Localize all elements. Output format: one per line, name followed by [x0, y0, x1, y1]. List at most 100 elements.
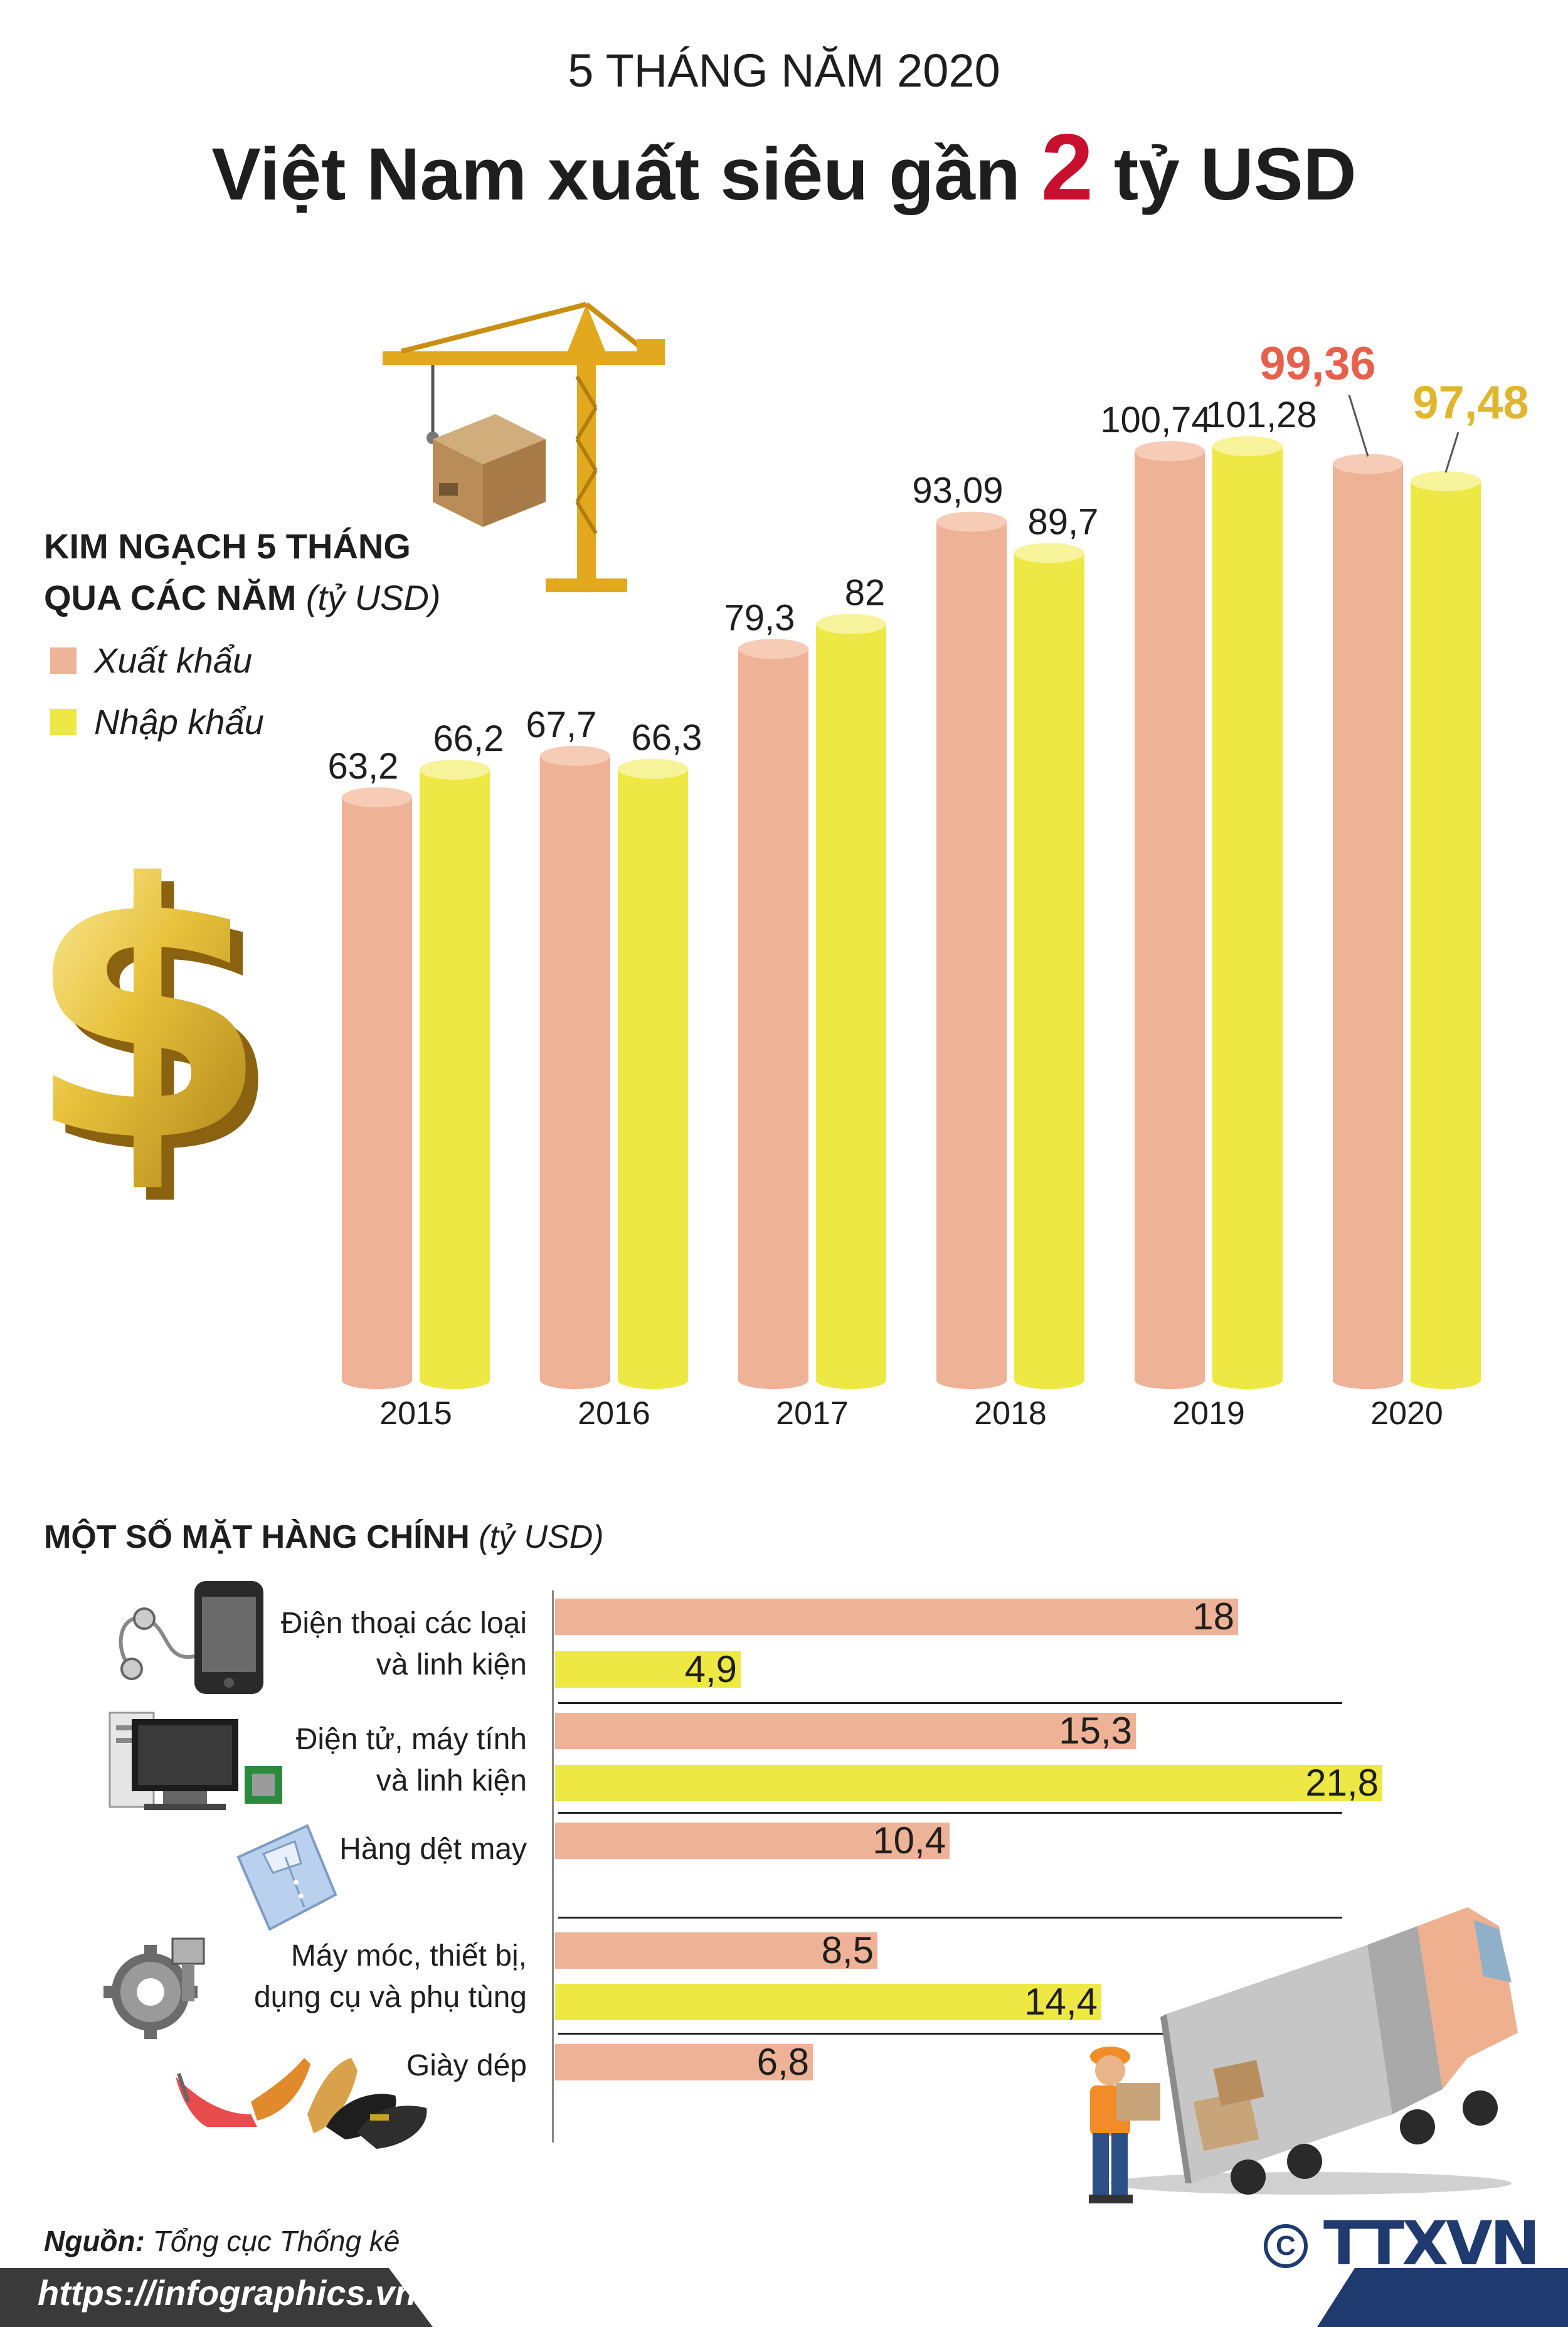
import-bar-2019	[1212, 446, 1283, 1380]
import-bar-base-2020	[1411, 1371, 1481, 1389]
year-label-2017: 2017	[776, 1395, 849, 1432]
import-bar-2020	[1411, 481, 1481, 1381]
export-bar-2016	[540, 755, 610, 1380]
export-bar-2020	[1333, 464, 1403, 1381]
import-hbar-3: 14,4	[555, 1983, 1101, 2021]
export-hbar-1: 15,3	[555, 1710, 1136, 1752]
import-bar-cap-2016	[618, 759, 688, 779]
import-bar-2015	[420, 769, 490, 1380]
separator-line	[558, 1917, 1342, 1919]
export-bar-cap-2017	[738, 639, 808, 659]
dollar-icon: $ $	[25, 810, 282, 1232]
separator-line	[558, 2033, 1342, 2035]
source-label: Nguồn:	[44, 2225, 145, 2257]
export-bar-cap-2019	[1135, 441, 1205, 462]
export-hbar-value-0: 18	[1192, 1595, 1234, 1637]
import-value-label-2015: 66,2	[433, 718, 504, 759]
gear-icon	[103, 1937, 205, 2039]
legend-unit: (tỷ USD)	[305, 578, 441, 617]
category-label-footwear-line1: Giày dép	[406, 2049, 527, 2082]
crane-icon	[383, 302, 665, 592]
category-label-textile: Hàng dệt may	[0, 1829, 527, 1870]
title-highlight: 2	[1041, 114, 1094, 220]
export-bar-base-2020	[1333, 1371, 1403, 1389]
legend-import-label: Nhập khẩu	[94, 702, 264, 742]
category-label-machinery: Máy móc, thiết bị, dụng cụ và phụ tùng	[0, 1936, 527, 2018]
categories-unit: (tỷ USD)	[479, 1519, 604, 1555]
import-bar-base-2015	[420, 1371, 490, 1389]
year-label-2018: 2018	[974, 1395, 1047, 1432]
copyright-icon: C	[1264, 2224, 1308, 2268]
import-value-label-2019: 101,28	[1205, 395, 1316, 435]
svg-text:$: $	[25, 810, 270, 1219]
export-hbar-value-2: 10,4	[872, 1819, 946, 1861]
column-category-labels: 2015 2016 2017 2018 2019 2020	[379, 1395, 1443, 1432]
column-value-labels: 63,2 66,2 67,7 66,3 79,3 82 93,09 89,7 100,74101…	[328, 337, 1529, 787]
import-value-label-2017: 82	[845, 573, 886, 614]
svg-text:$: $	[38, 823, 282, 1232]
export-bar-base-2019	[1135, 1371, 1205, 1389]
export-value-label-2018: 93,09	[912, 471, 1003, 511]
export-hbar-2: 10,4	[555, 1819, 950, 1861]
category-label-electronics-line2: và linh kiện	[376, 1764, 527, 1797]
export-bar-cap-2018	[936, 511, 1007, 532]
export-bar-cap-2015	[342, 787, 412, 807]
legend-title-line1: KIM NGẠCH 5 THÁNG	[44, 526, 411, 566]
export-bar-base-2015	[342, 1371, 412, 1389]
export-hbar-value-1: 15,3	[1059, 1710, 1132, 1752]
import-hbar-value-1: 21,8	[1305, 1762, 1379, 1804]
export-hbar-value-4: 6,8	[756, 2041, 809, 2083]
legend-title: KIM NGẠCH 5 THÁNG QUA CÁC NĂM (tỷ USD)	[44, 521, 441, 624]
import-bar-cap-2018	[1014, 543, 1084, 563]
export-bar-base-2018	[936, 1371, 1007, 1389]
agency-logo: TTXVN	[1323, 2208, 1540, 2279]
phone-icon	[119, 1581, 263, 1694]
category-label-machinery-line1: Máy móc, thiết bị,	[290, 1939, 527, 1973]
import-value-label-2016: 66,3	[632, 717, 702, 758]
export-bar-2015	[342, 797, 412, 1380]
shirt-icon	[236, 1824, 337, 1931]
import-value-label-2020: 97,48	[1412, 376, 1528, 429]
title-post: tỷ USD	[1093, 133, 1357, 216]
shoes-icon	[176, 2058, 427, 2149]
legend-import-swatch	[50, 708, 77, 735]
legend-import: Nhập khẩu	[50, 701, 264, 742]
source-note: Nguồn: Tổng cục Thống kê	[44, 2224, 400, 2258]
footer-link[interactable]: https://infographics.vn	[38, 2273, 416, 2313]
footer-bar	[0, 2268, 1568, 2327]
import-bar-2018	[1014, 553, 1084, 1381]
export-value-label-2019: 100,74	[1100, 400, 1211, 440]
computer-icon	[109, 1712, 282, 1810]
export-bar-2018	[936, 521, 1007, 1380]
legend-export: Xuất khẩu	[50, 640, 252, 681]
export-value-label-2016: 67,7	[526, 705, 597, 745]
category-label-electronics: Điện tử, máy tính và linh kiện	[0, 1719, 527, 1802]
import-bar-2017	[816, 624, 886, 1380]
year-label-2020: 2020	[1370, 1395, 1443, 1432]
subtitle: 5 THÁNG NĂM 2020	[568, 45, 1000, 97]
import-bar-cap-2017	[816, 614, 886, 634]
separator-line	[558, 1812, 1342, 1814]
legend-title-line2: QUA CÁC NĂM	[44, 578, 297, 617]
year-label-2015: 2015	[379, 1395, 452, 1432]
import-bar-cap-2019	[1212, 436, 1283, 457]
category-label-phone: Điện thoại các loại và linh kiện	[0, 1603, 527, 1686]
export-hbar-value-3: 8,5	[821, 1929, 874, 1971]
category-label-textile-line1: Hàng dệt may	[339, 1833, 527, 1866]
import-bar-cap-2020	[1411, 471, 1481, 492]
title-pre: Việt Nam xuất siêu gần	[211, 133, 1041, 216]
import-bar-base-2016	[618, 1371, 688, 1389]
page-title: Việt Nam xuất siêu gần 2 tỷ USD	[0, 113, 1568, 221]
column-bars	[342, 436, 1481, 1389]
export-bar-2019	[1135, 451, 1205, 1380]
category-label-phone-line1: Điện thoại các loại	[280, 1607, 527, 1640]
import-bar-2016	[618, 769, 688, 1380]
categories-title-text: MỘT SỐ MẶT HÀNG CHÍNH	[44, 1519, 470, 1555]
export-bar-2017	[738, 649, 808, 1380]
category-label-electronics-line1: Điện tử, máy tính	[295, 1723, 527, 1756]
export-bar-cap-2020	[1333, 454, 1403, 474]
categories-title: MỘT SỐ MẶT HÀNG CHÍNH (tỷ USD)	[44, 1518, 604, 1556]
import-callout-line-2020	[1444, 432, 1459, 473]
export-callout-line-2020	[1348, 394, 1369, 457]
import-bar-base-2019	[1212, 1371, 1283, 1389]
